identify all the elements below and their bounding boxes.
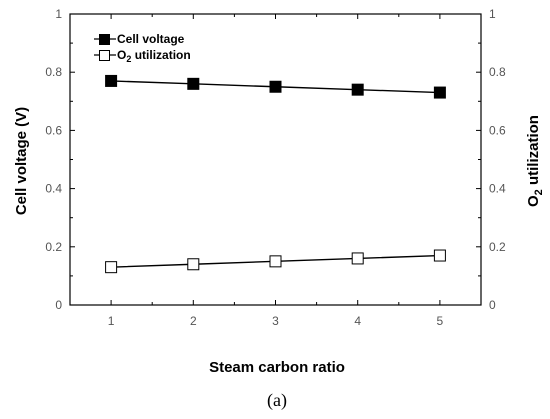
y-axis-title-right: O2 utilization [525, 115, 545, 207]
y-tick-label-left: 0.6 [45, 123, 62, 137]
legend-label-o2-utilization: O2 utilization [117, 48, 191, 64]
y-tick-label-right: 0.2 [489, 240, 506, 254]
y-tick-label-left: 0 [55, 298, 62, 312]
x-tick-label: 3 [272, 314, 279, 328]
data-point-cell-voltage [105, 74, 118, 87]
legend-marker-cell-voltage [99, 34, 110, 45]
y-tick-label-right: 0.6 [489, 123, 506, 137]
data-point-cell-voltage [187, 77, 200, 90]
data-point-o2-utilization [433, 249, 446, 262]
tick-labels: 0 0 0.2 0.2 0.4 0.4 0.6 0.6 0.8 0.8 1 1 1 2 3 4 5 [45, 7, 506, 328]
y-tick-label-left: 0.4 [45, 182, 62, 196]
x-tick-label: 4 [354, 314, 361, 328]
y-tick-label-right: 1 [489, 7, 496, 21]
x-tick-label: 2 [190, 314, 197, 328]
x-axis-title: Steam carbon ratio [209, 359, 345, 376]
series-layer [105, 74, 446, 274]
x-tick-label: 5 [437, 314, 444, 328]
data-point-o2-utilization [105, 261, 118, 274]
y-tick-label-left: 1 [55, 7, 62, 21]
data-point-o2-utilization [187, 258, 200, 271]
data-point-cell-voltage [269, 80, 282, 93]
figure-caption: (a) [267, 390, 287, 411]
y-tick-label-left: 0.8 [45, 65, 62, 79]
data-point-o2-utilization [351, 252, 364, 265]
data-point-cell-voltage [351, 83, 364, 96]
y-tick-label-right: 0.8 [489, 65, 506, 79]
axes [69, 13, 482, 306]
x-tick-label: 1 [108, 314, 115, 328]
y-tick-label-right: 0 [489, 298, 496, 312]
legend-marker-o2-utilization [99, 50, 110, 61]
y-tick-label-right: 0.4 [489, 182, 506, 196]
y-tick-label-left: 0.2 [45, 240, 62, 254]
legend-label-cell-voltage: Cell voltage [117, 32, 185, 46]
data-point-o2-utilization [269, 255, 282, 268]
legend: Cell voltage O2 utilization [94, 32, 191, 64]
data-point-cell-voltage [433, 86, 446, 99]
y-axis-title-left: Cell voltage (V) [13, 107, 30, 215]
